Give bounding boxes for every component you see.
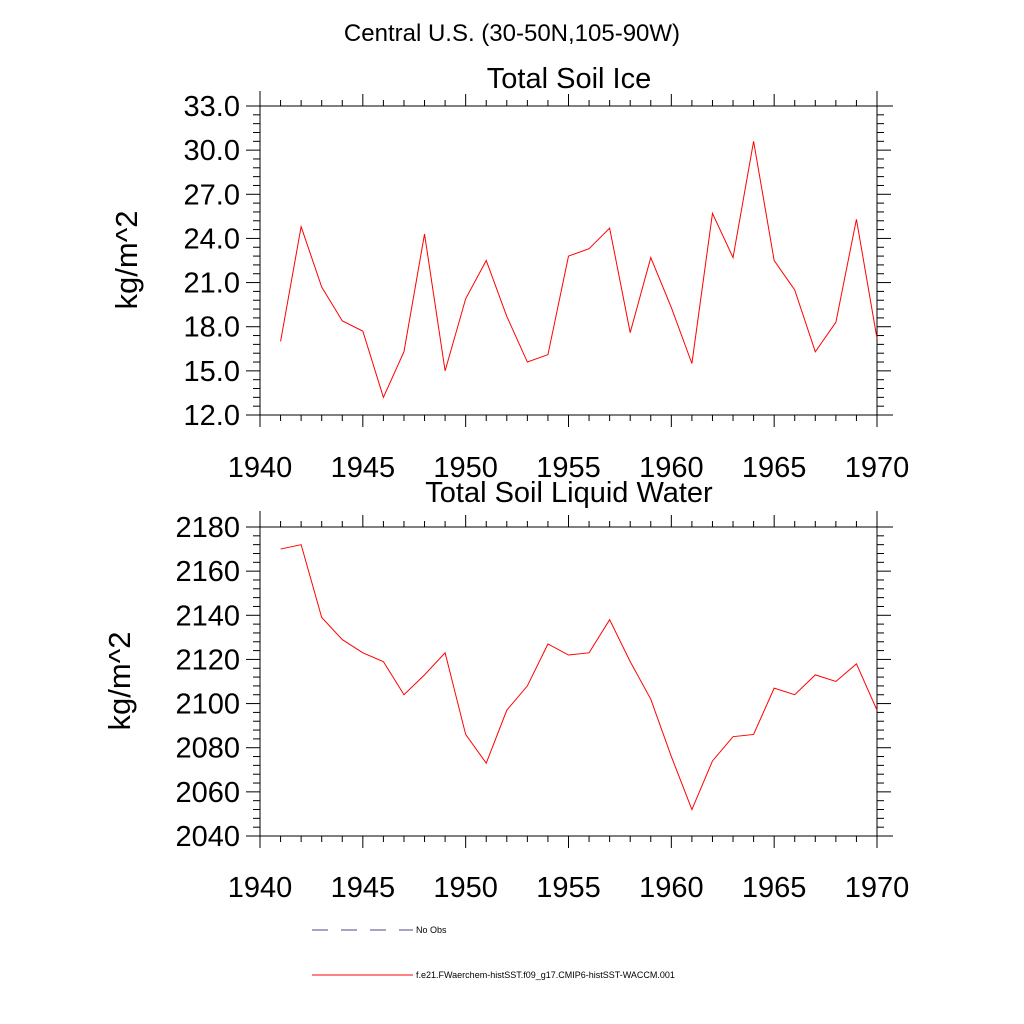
series-line [280,544,878,811]
y-tick-label: 2060 [175,777,240,809]
x-tick-label: 1965 [742,452,807,484]
x-tick-label: 1950 [433,452,498,484]
figure-suptitle: Central U.S. (30-50N,105-90W) [344,20,680,47]
x-tick-label: 1965 [742,872,807,904]
legend-label: f.e21.FWaerchem-histSST.f09_g17.CMIP6-hi… [416,970,675,980]
y-tick-label: 18.0 [184,312,240,344]
y-tick-label: 2160 [175,556,240,588]
y-tick-label: 2040 [175,821,240,853]
x-tick-label: 1945 [331,872,396,904]
y-tick-label: 2180 [175,512,240,544]
y-tick-label: 2120 [175,644,240,676]
x-tick-label: 1945 [331,452,396,484]
x-tick-label: 1960 [639,872,704,904]
y-axis-label: kg/m^2 [109,211,144,310]
y-tick-label: 12.0 [184,400,240,432]
y-tick-label: 27.0 [184,179,240,211]
y-tick-label: 30.0 [184,135,240,167]
y-tick-label: 2140 [175,600,240,632]
y-tick-label: 33.0 [184,91,240,123]
panel-title: Total Soil Liquid Water [425,477,713,509]
panel-total-soil-ice: Total Soil Ice 1940 1945 1950 1955 1960 1965 1… [109,63,909,484]
legend: No Obs f.e21.FWaerchem-histSST.f09_g17.CM… [312,925,675,980]
y-tick-label: 21.0 [184,268,240,300]
x-tick-label: 1940 [228,872,293,904]
y-tick-label: 24.0 [184,223,240,255]
x-tick-label: 1970 [845,872,910,904]
y-axis-label: kg/m^2 [102,632,137,731]
x-tick-label: 1955 [536,872,601,904]
x-tick-label: 1940 [228,452,293,484]
panel-title: Total Soil Ice [487,63,651,95]
x-tick-label: 1960 [639,452,704,484]
x-tick-label: 1970 [845,452,910,484]
y-tick-label: 15.0 [184,356,240,388]
legend-label: No Obs [416,925,447,935]
y-tick-label: 2080 [175,733,240,765]
series-line [280,141,878,399]
y-tick-label: 2100 [175,689,240,721]
panel-total-soil-liquid-water: Total Soil Liquid Water 1940 1945 1950 1955… [102,477,909,904]
x-tick-label: 1950 [433,872,498,904]
x-tick-label: 1955 [536,452,601,484]
